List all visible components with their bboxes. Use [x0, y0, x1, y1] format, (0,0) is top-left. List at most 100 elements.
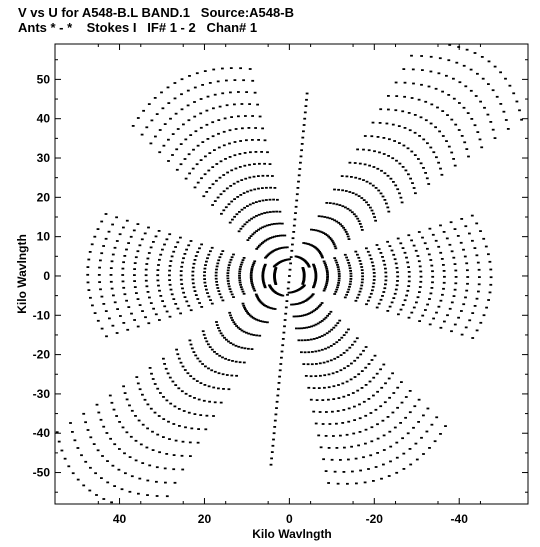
uv-point	[263, 139, 267, 142]
uv-point	[477, 283, 481, 286]
uv-point	[304, 105, 308, 107]
uv-point	[121, 274, 125, 276]
uv-point	[330, 458, 334, 461]
uv-point	[237, 345, 241, 348]
uv-point	[201, 330, 205, 333]
uv-point	[247, 332, 251, 335]
uv-point	[168, 279, 171, 281]
uv-point	[395, 267, 399, 269]
uv-point	[283, 234, 287, 237]
uv-point	[354, 176, 358, 179]
uv-point	[193, 115, 197, 118]
uv-point	[211, 135, 215, 138]
uv-point	[272, 438, 275, 441]
uv-point	[272, 198, 275, 201]
uv-point	[224, 357, 227, 360]
uv-point	[321, 423, 325, 425]
uv-point	[251, 286, 255, 288]
uv-point	[216, 262, 220, 265]
uv-point	[323, 386, 326, 389]
uv-point	[424, 172, 427, 174]
uv-point	[520, 118, 523, 121]
uv-point	[263, 162, 266, 165]
uv-point	[205, 340, 209, 343]
uv-point	[329, 238, 333, 241]
uv-point	[240, 179, 244, 181]
uv-point	[257, 175, 260, 177]
uv-point	[100, 295, 104, 298]
uv-point	[152, 307, 155, 310]
uv-point	[156, 279, 160, 282]
uv-point	[306, 313, 310, 315]
uv-point	[348, 346, 352, 349]
uv-point	[181, 365, 185, 368]
uv-point	[263, 225, 267, 228]
uv-point	[159, 392, 162, 394]
uv-point	[384, 275, 388, 278]
uv-point	[324, 233, 327, 235]
uv-point	[317, 215, 321, 218]
uv-point	[305, 92, 309, 95]
uv-point	[101, 455, 104, 457]
uv-point	[432, 151, 436, 154]
uv-point	[334, 324, 338, 327]
uv-point	[454, 282, 458, 285]
uv-point	[172, 423, 176, 425]
uv-point	[162, 144, 166, 147]
uv-point	[395, 95, 399, 97]
uv-point	[432, 317, 435, 320]
uv-point	[207, 343, 210, 346]
uv-point	[337, 282, 340, 284]
uv-point	[333, 188, 336, 191]
uv-point	[202, 399, 206, 402]
uv-point	[353, 405, 356, 408]
uv-point	[460, 218, 464, 220]
uv-point	[515, 100, 519, 103]
uv-point	[372, 376, 376, 379]
uv-point	[149, 246, 153, 249]
uv-point	[315, 337, 319, 339]
uv-point	[133, 274, 136, 276]
uv-point	[347, 458, 350, 461]
uv-point	[242, 304, 246, 307]
uv-point	[402, 144, 406, 147]
uv-point	[478, 138, 482, 141]
uv-point	[162, 436, 165, 438]
uv-point	[235, 325, 238, 327]
uv-point	[128, 404, 131, 407]
uv-point	[288, 258, 292, 261]
uv-point	[243, 347, 247, 350]
uv-point	[272, 210, 275, 213]
uv-point	[188, 441, 192, 444]
uv-point	[143, 398, 147, 401]
uv-point	[349, 272, 353, 275]
uv-point	[395, 284, 399, 287]
uv-point	[196, 357, 200, 360]
uv-point	[273, 271, 277, 273]
uv-point	[130, 409, 134, 412]
uv-point	[320, 255, 324, 257]
uv-point	[276, 198, 279, 201]
uv-point	[231, 218, 234, 221]
uv-point	[149, 407, 153, 410]
uv-point	[264, 239, 267, 242]
uv-point	[262, 268, 266, 270]
uv-point	[422, 453, 425, 455]
uv-point	[337, 275, 341, 277]
uv-point	[215, 321, 218, 323]
uv-point	[392, 297, 396, 299]
uv-point	[266, 174, 269, 177]
uv-point	[407, 173, 410, 176]
uv-point	[414, 192, 417, 195]
uv-point	[375, 306, 379, 309]
uv-point	[238, 153, 242, 155]
uv-point	[336, 482, 340, 485]
uv-point	[238, 328, 242, 330]
uv-point	[187, 119, 191, 122]
uv-point	[284, 306, 288, 309]
uv-point	[233, 198, 236, 200]
uv-point	[258, 200, 261, 203]
uv-point	[134, 439, 138, 442]
uv-point	[227, 266, 230, 269]
uv-point	[172, 454, 176, 456]
